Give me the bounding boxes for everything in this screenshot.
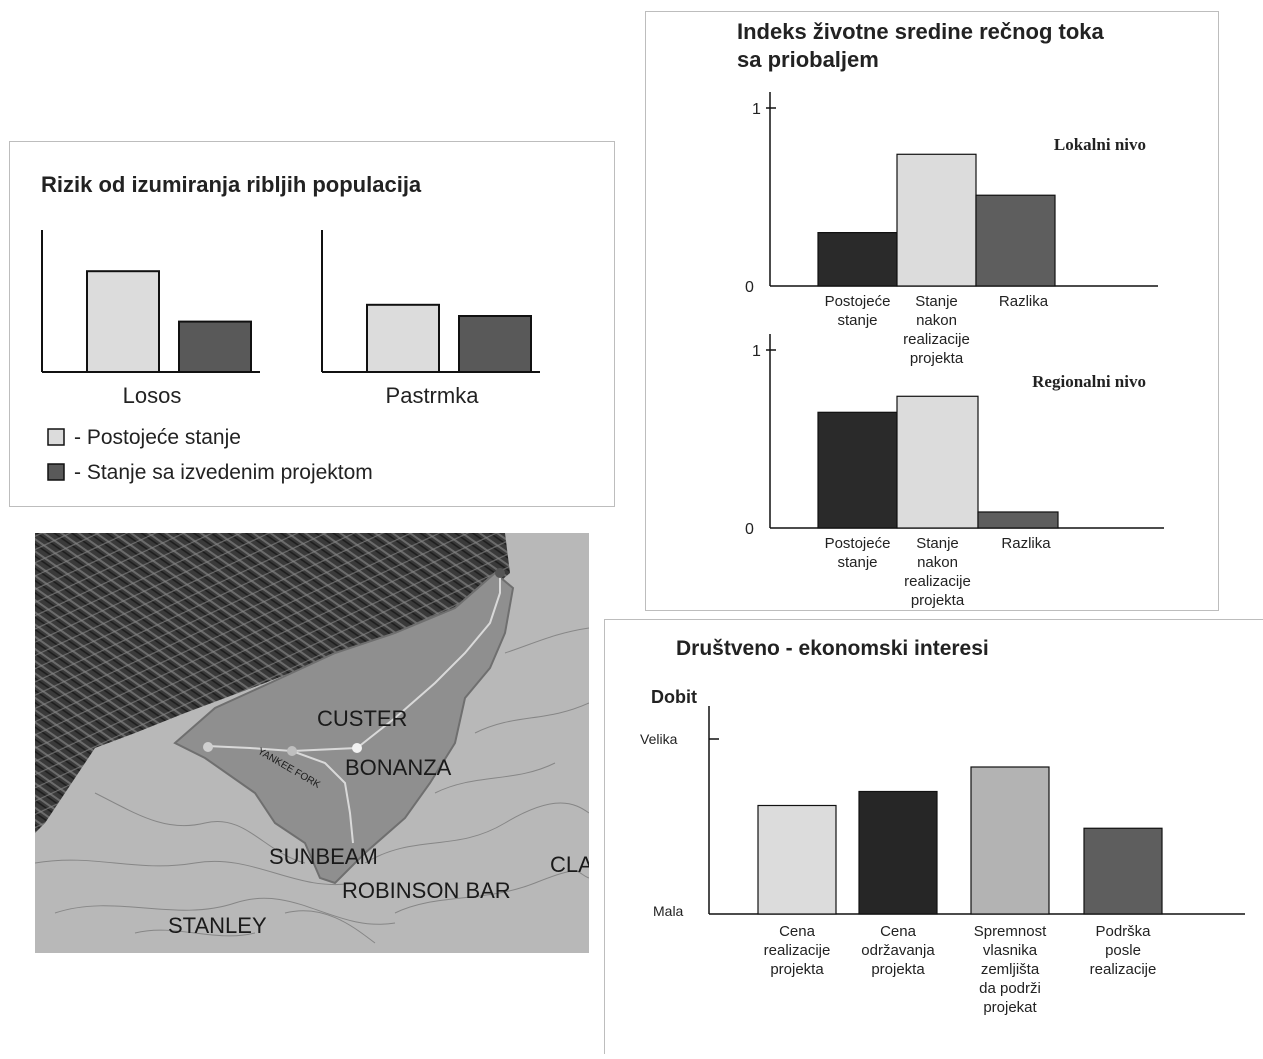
- socio-category-label: održavanja: [861, 942, 935, 959]
- fish-bar-pastrmka-2: [458, 315, 532, 373]
- map-label-clayton: CLA: [550, 852, 589, 877]
- map-point: [495, 568, 505, 578]
- env-local-level-label: Lokalni nivo: [1054, 135, 1146, 154]
- env-local-bar-3: [975, 194, 1056, 287]
- map-contours: [34, 627, 590, 944]
- env-local-category-label: stanje: [837, 312, 877, 329]
- socio-category-label: Cena: [779, 923, 816, 940]
- socio-bar-3: [970, 766, 1050, 915]
- env-regional-category-label: nakon: [917, 554, 958, 571]
- env-regional-category-label: projekta: [911, 592, 965, 609]
- environment-index-chart: Indeks životne sredine rečnog toka sa pr…: [737, 19, 1164, 609]
- env-regional-category-label: realizacije: [904, 573, 971, 590]
- env-local-category-label: Stanje: [915, 293, 958, 310]
- env-regional-category-label: stanje: [837, 554, 877, 571]
- env-regional-bar-1: [817, 411, 898, 529]
- map-point: [352, 743, 362, 753]
- socio-category-label: zemljišta: [981, 961, 1040, 978]
- fish-bar-losos-1: [86, 270, 160, 373]
- env-title-line1: Indeks životne sredine rečnog toka: [737, 19, 1105, 44]
- map-mountains-shading: [35, 533, 510, 833]
- fish-legend-label-2: - Stanje sa izvedenim projektom: [74, 461, 373, 484]
- socio-category-label: Podrška: [1095, 923, 1151, 940]
- env-local-category-label: Razlika: [999, 293, 1049, 310]
- socio-bar-1: [757, 804, 837, 915]
- env-local-bar-1: [817, 232, 898, 287]
- env-local-category-label: Postojeće: [825, 293, 891, 310]
- socio-title: Društveno - ekonomski interesi: [676, 637, 989, 660]
- socio-economic-chart: Društveno - ekonomski interesi Dobit Vel…: [640, 637, 1245, 1016]
- env-regional-level-label: Regionalni nivo: [1032, 372, 1146, 391]
- map-watershed-area: [173, 571, 515, 885]
- env-regional-tick-label-0: 0: [745, 521, 754, 538]
- fish-legend-swatch-1: [47, 428, 65, 446]
- environment-index-panel: Indeks životne sredine rečnog toka sa pr…: [645, 11, 1219, 611]
- fish-legend-label-1: - Postojeće stanje: [74, 426, 241, 449]
- env-regional-category-label: Postojeće: [825, 535, 891, 552]
- env-regional-tick-label-1: 1: [752, 343, 761, 360]
- socio-category-label: Cena: [880, 923, 917, 940]
- socio-category-label: realizacije: [764, 942, 831, 959]
- fish-bar-pastrmka-1: [366, 303, 440, 373]
- env-local-category-label: projekta: [910, 350, 964, 367]
- env-local-tick-label-0: 0: [745, 279, 754, 296]
- socio-economic-panel: Društveno - ekonomski interesi Dobit Vel…: [604, 619, 1263, 1054]
- watershed-map: CUSTER BONANZA SUNBEAM ROBINSON BAR STAN…: [34, 533, 593, 953]
- map-point: [203, 742, 213, 752]
- fish-category-label: Pastrmka: [386, 383, 480, 408]
- fish-legend-swatch-2: [47, 463, 65, 481]
- map-label-custer: CUSTER: [317, 706, 407, 731]
- env-local-tick-label-1: 1: [752, 101, 761, 118]
- env-regional-bar-2: [896, 395, 979, 529]
- map-point: [287, 746, 297, 756]
- socio-category-label: projekta: [871, 961, 925, 978]
- socio-category-label: posle: [1105, 942, 1141, 959]
- socio-category-label: vlasnika: [983, 942, 1038, 959]
- socio-ylabel: Dobit: [651, 687, 697, 707]
- map-svg: CUSTER BONANZA SUNBEAM ROBINSON BAR STAN…: [34, 533, 593, 953]
- map-label-stanley: STANLEY: [168, 913, 267, 938]
- map-river-upper: [356, 573, 501, 749]
- map-label-bonanza: BONANZA: [345, 755, 452, 780]
- socio-category-label: da podrži: [979, 980, 1041, 997]
- fish-bar-losos-2: [178, 320, 252, 374]
- socio-y-high-label: Velika: [640, 731, 678, 747]
- socio-bar-2: [858, 790, 938, 915]
- socio-category-label: projekta: [770, 961, 824, 978]
- map-label-sunbeam: SUNBEAM: [269, 844, 378, 869]
- env-local-bar-2: [896, 153, 977, 287]
- fish-risk-panel: Rizik od izumiranja ribljih populacija L…: [9, 141, 615, 507]
- env-regional-bar-3: [977, 511, 1059, 529]
- map-river-link: [291, 747, 358, 752]
- map-label-robinson-bar: ROBINSON BAR: [342, 878, 511, 903]
- fish-risk-title: Rizik od izumiranja ribljih populacija: [41, 172, 422, 197]
- env-local-category-label: nakon: [916, 312, 957, 329]
- socio-bar-4: [1083, 827, 1163, 915]
- env-regional-category-label: Stanje: [916, 535, 959, 552]
- env-local-category-label: realizacije: [903, 331, 970, 348]
- env-regional-category-label: Razlika: [1001, 535, 1051, 552]
- map-river-main: [206, 745, 354, 844]
- socio-y-low-label: Mala: [653, 903, 684, 919]
- env-title-line2: sa priobaljem: [737, 47, 879, 72]
- fish-category-label: Losos: [123, 383, 182, 408]
- socio-category-label: projekat: [983, 999, 1037, 1016]
- socio-category-label: realizacije: [1090, 961, 1157, 978]
- fish-risk-chart: Rizik od izumiranja ribljih populacija L…: [41, 172, 540, 484]
- socio-category-label: Spremnost: [974, 923, 1047, 940]
